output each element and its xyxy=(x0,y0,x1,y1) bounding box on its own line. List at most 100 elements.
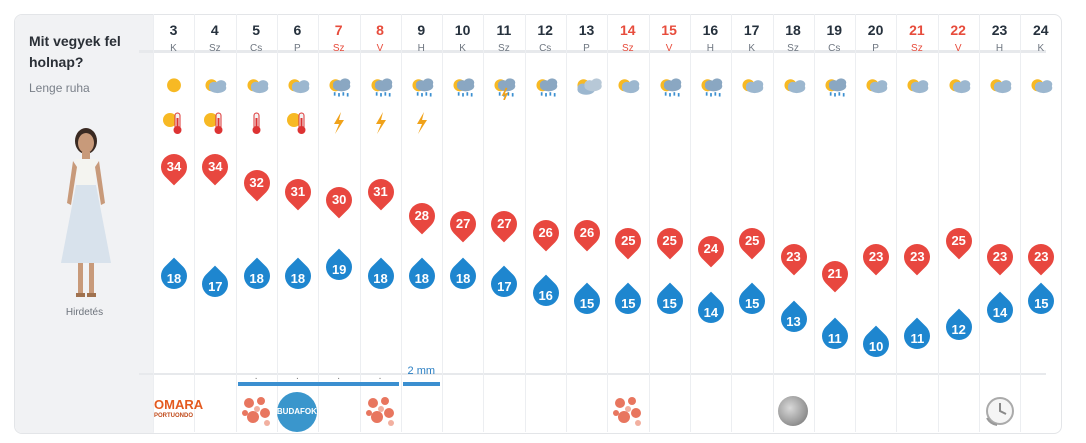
column-divider xyxy=(276,14,278,432)
day-column[interactable]: 24 K 23 15 xyxy=(1020,14,1061,432)
min-temp-drop: 15 xyxy=(651,283,688,320)
weekday-label: Sz xyxy=(208,43,221,54)
min-temp-value: 15 xyxy=(1034,296,1049,312)
max-temp-pin: 23 xyxy=(981,238,1019,276)
day-column[interactable]: 15 V 25 15 xyxy=(648,14,690,432)
day-column[interactable]: 16 H 24 14 xyxy=(689,14,731,432)
header-separator xyxy=(139,50,1046,53)
max-temp-pin: 26 xyxy=(527,214,565,251)
day-number: 16 xyxy=(702,22,719,38)
event-flower-icon[interactable] xyxy=(363,393,399,429)
max-temp-value: 25 xyxy=(951,232,966,248)
min-temp-value: 18 xyxy=(249,270,264,286)
min-temp-value: 19 xyxy=(331,262,347,277)
day-number: 24 xyxy=(1033,22,1049,38)
day-column[interactable]: 3 K 34 18 xyxy=(153,14,194,432)
rain-sun-icon xyxy=(536,78,557,97)
column-divider xyxy=(524,14,526,432)
weekday-label: K xyxy=(1037,43,1045,54)
rain-sun-icon xyxy=(825,78,847,97)
min-temp-value: 15 xyxy=(579,296,595,312)
day-number: 3 xyxy=(169,22,178,38)
max-temp-pin: 25 xyxy=(733,222,771,260)
day-column[interactable]: 14 Sz 25 15 xyxy=(607,14,648,432)
rain-bar xyxy=(402,382,441,386)
day-column[interactable]: 23 H 23 14 xyxy=(979,14,1020,432)
column-divider xyxy=(153,14,154,432)
budafok-event-logo[interactable]: BUDAFOK xyxy=(276,392,317,432)
max-temp-pin: 25 xyxy=(940,222,978,260)
day-column[interactable]: 22 V 25 12 xyxy=(937,14,979,432)
max-temp-pin: 23 xyxy=(857,238,895,276)
day-column[interactable]: 7 Sz 30 19 xyxy=(318,14,359,432)
day-column[interactable]: 5 Cs 32 18 xyxy=(235,14,277,432)
day-column[interactable]: 13 P 26 15 xyxy=(566,14,607,432)
day-column[interactable]: 18 Sz 23 13 xyxy=(772,14,814,432)
clock-change-icon xyxy=(986,397,1014,426)
max-temp-pin: 28 xyxy=(403,197,441,235)
day-column[interactable]: 11 Sz 27 17 xyxy=(483,14,524,432)
event-logo[interactable]: OMARA PORTUONDO xyxy=(154,397,203,425)
day-column[interactable]: 20 P 23 10 xyxy=(855,14,896,432)
day-number: 12 xyxy=(537,22,553,38)
column-divider xyxy=(318,14,320,432)
sun-cloud-icon xyxy=(949,79,970,94)
day-column[interactable]: 17 K 25 15 xyxy=(731,14,772,432)
sun-cloud-icon xyxy=(783,79,805,94)
sun-cloud-icon xyxy=(990,79,1012,94)
min-temp-value: 15 xyxy=(662,296,677,312)
column-divider xyxy=(979,14,980,432)
day-column[interactable]: 6 P 31 18 xyxy=(276,14,318,432)
weekday-label: Cs xyxy=(828,43,841,54)
weekday-label: Sz xyxy=(787,43,799,54)
weekday-label: K xyxy=(170,43,177,54)
max-temp-value: 26 xyxy=(579,224,595,240)
min-temp-drop: 19 xyxy=(320,248,358,286)
event-logo-subtext: PORTUONDO xyxy=(154,413,193,419)
lightning-icon xyxy=(375,112,386,134)
day-column[interactable]: 19 Cs 21 11 xyxy=(813,14,855,432)
ad-label: Hirdetés xyxy=(65,307,104,318)
sun-cloud-icon xyxy=(866,79,888,94)
column-divider xyxy=(731,14,733,432)
day-column[interactable]: 21 Sz 23 11 xyxy=(896,14,937,432)
column-divider xyxy=(566,14,567,432)
max-temp-value: 31 xyxy=(290,183,306,199)
day-number: 11 xyxy=(496,22,512,38)
event-flower-icon[interactable] xyxy=(610,393,646,429)
sun-cloud-icon xyxy=(742,79,764,94)
event-flower-icon[interactable] xyxy=(239,393,275,429)
max-temp-value: 25 xyxy=(744,232,760,248)
day-column[interactable]: 8 V 31 18 xyxy=(359,14,401,432)
min-temp-drop: 12 xyxy=(940,308,978,346)
max-temp-pin: 21 xyxy=(816,255,854,292)
max-temp-value: 24 xyxy=(703,241,719,256)
day-column[interactable]: 4 Sz 34 17 xyxy=(194,14,235,432)
rain-bar xyxy=(237,382,399,386)
min-temp-drop: 17 xyxy=(486,265,523,303)
max-temp-pin: 31 xyxy=(279,173,317,210)
day-column[interactable]: 9 H 28 18 xyxy=(400,14,442,432)
min-temp-drop: 11 xyxy=(816,317,854,355)
max-temp-pin: 23 xyxy=(775,238,812,276)
day-column[interactable]: 10 K 27 18 xyxy=(442,14,483,432)
day-number: 10 xyxy=(454,22,471,38)
min-temp-drop: 10 xyxy=(857,326,895,363)
min-temp-drop: 13 xyxy=(775,300,812,337)
max-temp-value: 27 xyxy=(497,216,512,232)
day-column[interactable]: 12 Cs 26 16 xyxy=(524,14,566,432)
column-divider xyxy=(648,14,650,432)
min-temp-drop: 18 xyxy=(238,257,275,294)
weekday-label: H xyxy=(995,43,1004,54)
bottom-separator xyxy=(139,373,1046,375)
weekday-label: V xyxy=(665,43,673,54)
weekday-label: K xyxy=(459,43,466,54)
max-temp-pin: 34 xyxy=(155,148,193,186)
max-temp-value: 21 xyxy=(827,265,843,281)
max-temp-value: 34 xyxy=(208,159,223,174)
column-divider xyxy=(400,14,402,432)
max-temp-value: 27 xyxy=(455,216,471,232)
max-temp-value: 23 xyxy=(910,249,925,265)
min-temp-drop: 18 xyxy=(279,257,317,294)
min-temp-value: 17 xyxy=(497,279,512,295)
